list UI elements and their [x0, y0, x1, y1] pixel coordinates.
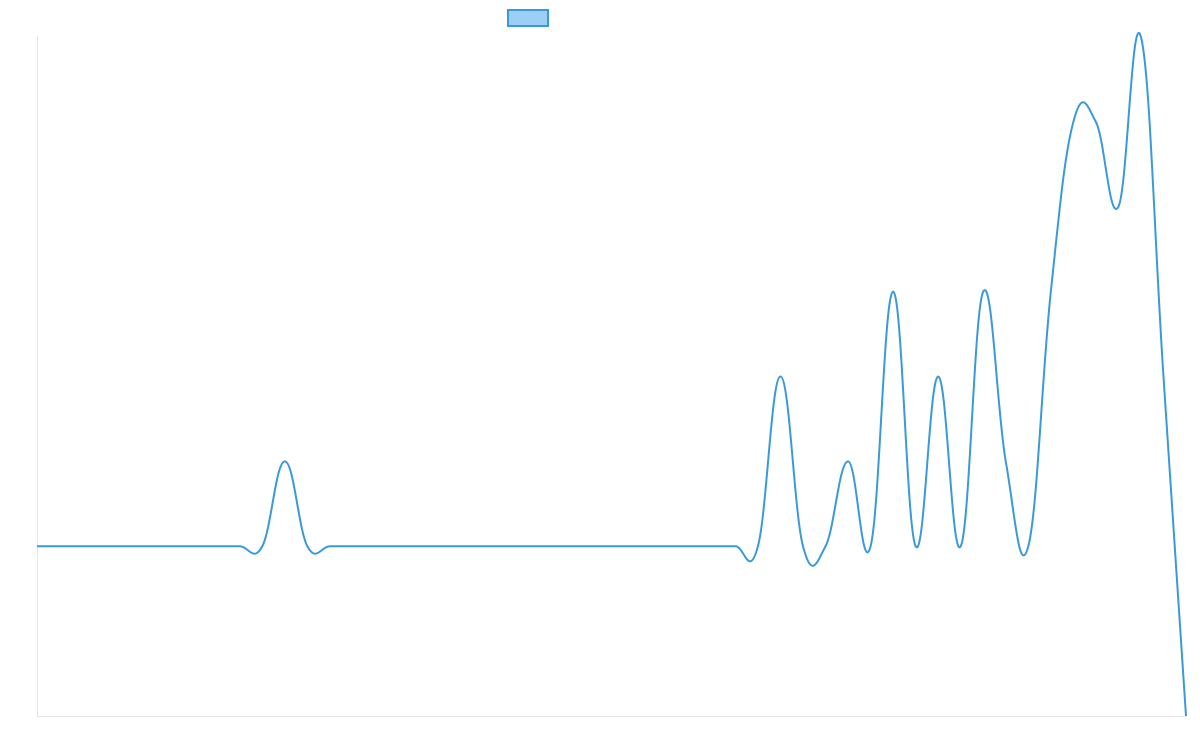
- legend[interactable]: [507, 9, 549, 27]
- data-point-38[interactable]: [890, 289, 896, 295]
- data-point-2[interactable]: [79, 543, 85, 549]
- data-point-22[interactable]: [530, 543, 536, 549]
- data-point-43[interactable]: [1003, 458, 1009, 464]
- data-point-12[interactable]: [304, 543, 310, 549]
- data-point-44[interactable]: [1025, 543, 1031, 549]
- data-points: [34, 34, 1189, 719]
- data-point-21[interactable]: [507, 543, 513, 549]
- data-point-29[interactable]: [687, 543, 693, 549]
- data-point-28[interactable]: [665, 543, 671, 549]
- data-point-45[interactable]: [1048, 289, 1054, 295]
- data-point-19[interactable]: [462, 543, 468, 549]
- data-point-4[interactable]: [124, 543, 130, 549]
- data-point-35[interactable]: [823, 543, 829, 549]
- data-point-39[interactable]: [913, 543, 919, 549]
- data-point-40[interactable]: [935, 374, 941, 380]
- data-point-51[interactable]: [1183, 713, 1189, 719]
- data-point-11[interactable]: [282, 458, 288, 464]
- data-point-41[interactable]: [958, 543, 964, 549]
- data-point-25[interactable]: [597, 543, 603, 549]
- data-point-49[interactable]: [1138, 34, 1144, 40]
- data-point-6[interactable]: [169, 543, 175, 549]
- data-point-33[interactable]: [777, 374, 783, 380]
- data-point-37[interactable]: [868, 543, 874, 549]
- data-point-24[interactable]: [575, 543, 581, 549]
- data-point-23[interactable]: [552, 543, 558, 549]
- data-point-36[interactable]: [845, 458, 851, 464]
- data-point-34[interactable]: [800, 543, 806, 549]
- data-point-31[interactable]: [732, 543, 738, 549]
- data-point-30[interactable]: [710, 543, 716, 549]
- data-point-27[interactable]: [642, 543, 648, 549]
- data-point-1[interactable]: [57, 543, 63, 549]
- data-point-8[interactable]: [214, 543, 220, 549]
- data-point-48[interactable]: [1115, 204, 1121, 210]
- data-point-0[interactable]: [34, 543, 40, 549]
- data-point-32[interactable]: [755, 543, 761, 549]
- data-point-26[interactable]: [620, 543, 626, 549]
- data-point-46[interactable]: [1070, 119, 1076, 125]
- series-line: [36, 32, 1187, 717]
- data-point-5[interactable]: [147, 543, 153, 549]
- legend-swatch[interactable]: [507, 9, 549, 27]
- data-point-7[interactable]: [192, 543, 198, 549]
- data-point-20[interactable]: [485, 543, 491, 549]
- data-point-17[interactable]: [417, 543, 423, 549]
- data-point-50[interactable]: [1160, 374, 1166, 380]
- data-point-16[interactable]: [394, 543, 400, 549]
- data-point-3[interactable]: [102, 543, 108, 549]
- data-point-10[interactable]: [259, 543, 265, 549]
- data-point-15[interactable]: [372, 543, 378, 549]
- data-point-47[interactable]: [1093, 119, 1099, 125]
- data-point-42[interactable]: [980, 289, 986, 295]
- data-point-18[interactable]: [440, 543, 446, 549]
- data-point-9[interactable]: [237, 543, 243, 549]
- data-point-13[interactable]: [327, 543, 333, 549]
- data-point-14[interactable]: [349, 543, 355, 549]
